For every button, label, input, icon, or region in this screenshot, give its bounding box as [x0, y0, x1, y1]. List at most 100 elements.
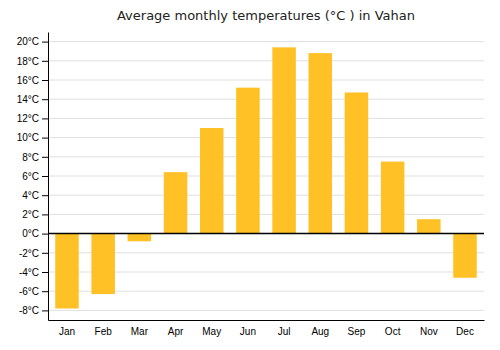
x-tick-label: Jul — [278, 326, 291, 337]
y-tick-label: -6°C — [19, 286, 39, 297]
y-axis-line — [48, 33, 49, 321]
y-tick-label: 12°C — [17, 113, 39, 124]
y-tick-mark — [42, 291, 48, 292]
x-tick: Oct — [385, 326, 401, 337]
y-tick-mark — [42, 118, 48, 119]
x-tick-label: Jun — [240, 326, 256, 337]
y-tick-label: -2°C — [19, 248, 39, 259]
y-tick: 12°C — [17, 113, 48, 124]
bar — [345, 92, 369, 233]
y-tick-mark — [42, 157, 48, 158]
x-tick: Jul — [278, 326, 291, 337]
y-tick-label: -4°C — [19, 267, 39, 278]
y-tick-label: -8°C — [19, 305, 39, 316]
y-tick: 4°C — [22, 190, 48, 201]
y-tick-mark — [42, 195, 48, 196]
zero-line — [48, 233, 484, 235]
y-tick-label: 0°C — [22, 228, 39, 239]
title: Average monthly temperatures (°C ) in Va… — [117, 8, 415, 23]
bar — [200, 128, 224, 234]
x-tick: Mar — [131, 326, 149, 337]
y-tick-mark — [42, 138, 48, 139]
grid-line — [48, 233, 484, 234]
x-tick: Jun — [240, 326, 256, 337]
bar — [272, 47, 296, 233]
bar — [381, 162, 405, 234]
y-tick-label: 2°C — [22, 209, 39, 220]
bar — [128, 234, 152, 242]
y-tick-mark — [42, 234, 48, 235]
y-tick-label: 16°C — [17, 75, 39, 86]
grid-line — [48, 99, 484, 100]
bar — [236, 88, 260, 234]
bar — [91, 234, 115, 294]
grid-line — [48, 310, 484, 311]
x-tick: Feb — [95, 326, 113, 337]
x-tick-label: Dec — [456, 326, 474, 337]
x-tick-label: Oct — [385, 326, 401, 337]
bar — [417, 219, 441, 233]
y-tick: -6°C — [19, 286, 48, 297]
x-tick: Apr — [168, 326, 184, 337]
x-axis-line — [49, 320, 485, 321]
y-tick-mark — [42, 99, 48, 100]
y-tick-mark — [42, 61, 48, 62]
y-tick-label: 20°C — [17, 36, 39, 47]
y-tick: 18°C — [17, 56, 48, 67]
y-tick: 20°C — [17, 36, 48, 47]
grid-line — [48, 195, 484, 196]
bar — [309, 53, 333, 233]
y-tick-label: 4°C — [22, 190, 39, 201]
grid-line — [48, 156, 484, 157]
x-tick-label: Feb — [95, 326, 113, 337]
y-tick: 6°C — [22, 171, 48, 182]
y-tick: 8°C — [22, 152, 48, 163]
y-tick-mark — [42, 272, 48, 273]
x-tick-label: Apr — [168, 326, 184, 337]
grid-line — [48, 80, 484, 81]
y-tick-label: 8°C — [22, 152, 39, 163]
grid-line — [48, 41, 484, 42]
grid-line — [48, 176, 484, 177]
y-tick: 10°C — [17, 132, 48, 143]
x-tick-label: Aug — [311, 326, 329, 337]
y-tick: 2°C — [22, 209, 48, 220]
y-tick: -8°C — [19, 305, 48, 316]
x-tick: Nov — [420, 326, 438, 337]
y-tick-label: 18°C — [17, 56, 39, 67]
y-tick-label: 10°C — [17, 132, 39, 143]
plot: -8°C -6°C -4°C -2°C 0°C 2°C 4°C 6°C 8°C 10°C 12°C 1… — [17, 33, 485, 338]
y-tick-mark — [42, 80, 48, 81]
y-tick-label: 6°C — [22, 171, 39, 182]
y-tick: 14°C — [17, 94, 48, 105]
x-tick-label: Sep — [348, 326, 366, 337]
x-tick-label: Jan — [59, 326, 75, 337]
grid-line — [48, 214, 484, 215]
chart: -8°C -6°C -4°C -2°C 0°C 2°C 4°C 6°C 8°C 10°C 12°C 1… — [0, 0, 500, 350]
x-tick-label: Nov — [420, 326, 438, 337]
x-axis: Jan Feb Mar Apr May Jun Jul Aug Sep Oct Nov Dec — [49, 321, 485, 338]
y-tick: 0°C — [22, 228, 48, 239]
y-tick-mark — [42, 42, 48, 43]
y-tick-label: 14°C — [17, 94, 39, 105]
marks — [48, 47, 484, 308]
y-tick: -4°C — [19, 267, 48, 278]
y-axis: -8°C -6°C -4°C -2°C 0°C 2°C 4°C 6°C 8°C 10°C 12°C 1… — [17, 33, 49, 321]
y-tick-mark — [42, 253, 48, 254]
y-tick-mark — [42, 176, 48, 177]
y-tick-mark — [42, 214, 48, 215]
y-tick: -2°C — [19, 248, 48, 259]
y-tick: 16°C — [17, 75, 48, 86]
grid-line — [48, 118, 484, 119]
x-tick-label: May — [202, 326, 221, 337]
bar — [453, 234, 477, 278]
x-tick: Aug — [311, 326, 329, 337]
bar — [164, 172, 188, 233]
x-tick-label: Mar — [131, 326, 149, 337]
grid-line — [48, 137, 484, 138]
y-tick-mark — [42, 310, 48, 311]
x-tick: Sep — [348, 326, 366, 337]
grid — [48, 42, 484, 311]
x-tick: Jan — [59, 326, 75, 337]
bar — [55, 234, 79, 309]
